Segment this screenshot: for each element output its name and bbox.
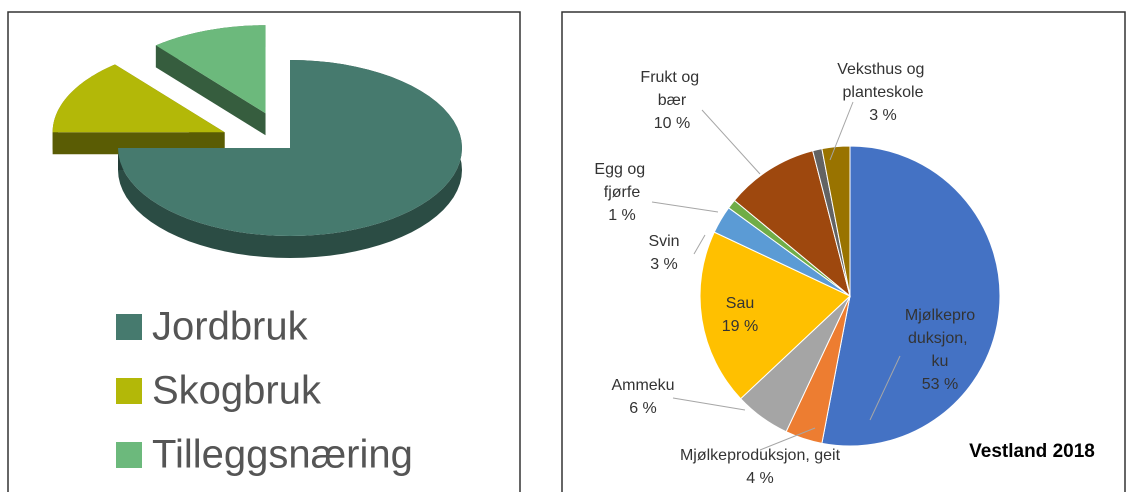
pie-slice [155, 25, 266, 114]
pie-slice [118, 60, 462, 236]
data-label-name: Svin [648, 233, 679, 250]
data-label-name: Egg og fjørfe [594, 161, 649, 201]
right-panel [561, 11, 1126, 492]
pie-slice [821, 145, 1001, 447]
label-line: ku [932, 353, 949, 370]
leader-line [759, 427, 816, 451]
label-line: duksjon, [908, 330, 972, 347]
pie-slice [821, 145, 851, 297]
data-label-value: 19 % [722, 318, 758, 335]
label-line: Veksthus og [837, 61, 929, 78]
label-line: Mjølkeproduksjon, geit [680, 447, 841, 464]
legend-swatch [116, 442, 142, 468]
label-line: planteskole [843, 84, 924, 101]
pie-slice [733, 150, 851, 298]
label-line: fjørfe [604, 184, 641, 201]
data-label-name: Frukt og bær [640, 69, 703, 109]
leader-line [672, 397, 746, 411]
pie-cut [155, 45, 266, 136]
pie-slice [52, 64, 225, 133]
legend-label: Jordbruk [152, 305, 309, 349]
leader-line [693, 234, 706, 255]
label-line: Svin [648, 233, 679, 250]
left-panel [7, 11, 521, 492]
data-label-name: Ammeku [611, 377, 674, 394]
label-line: Egg og [594, 161, 649, 178]
label-line: Frukt og [640, 69, 703, 86]
legend-label: Skogbruk [152, 369, 322, 413]
data-label-name: Mjølkepro duksjon, ku [905, 307, 975, 370]
data-label-value: 6 % [629, 400, 657, 417]
legend-swatch [116, 378, 142, 404]
data-label-value: 4 % [746, 470, 774, 487]
leader-line [869, 355, 901, 421]
label-line: Mjølkepro [905, 307, 975, 324]
leader-line [701, 109, 761, 175]
label-line: Sau [726, 295, 754, 312]
data-label-value: 3 % [869, 107, 897, 124]
label-line: bær [658, 92, 687, 109]
data-label-name: Veksthus og planteskole [837, 61, 929, 101]
chart-title: Vestland 2018 [969, 441, 1095, 462]
data-label-value: 1 % [608, 207, 636, 224]
leader-line [651, 201, 719, 213]
legend-swatch [116, 314, 142, 340]
data-label-value: 53 % [922, 376, 958, 393]
data-label-name: Sau [726, 295, 754, 312]
leader-line [829, 101, 854, 161]
legend-label: Tilleggsnæring [152, 433, 413, 477]
label-line: Ammeku [611, 377, 674, 394]
data-label-value: 10 % [654, 115, 690, 132]
data-label-name: Mjølkeproduksjon, geit [680, 447, 841, 464]
data-label-value: 3 % [650, 256, 678, 273]
pie-slice [699, 231, 851, 400]
